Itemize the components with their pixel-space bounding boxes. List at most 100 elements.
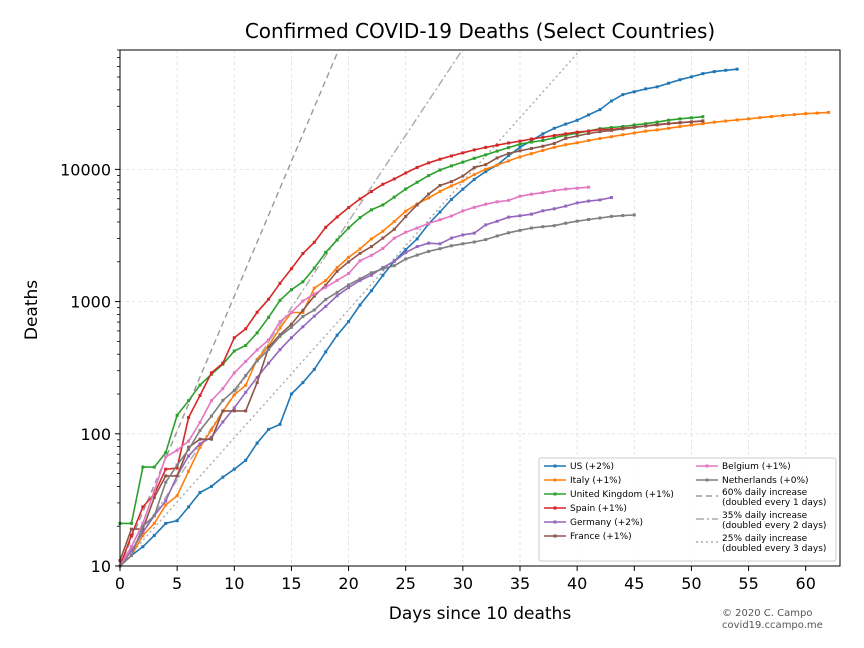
data-point (278, 422, 282, 426)
data-point (347, 226, 351, 230)
data-point (244, 409, 248, 413)
data-point (347, 255, 351, 259)
legend-label: (doubled every 3 days) (722, 544, 826, 554)
data-point (507, 154, 511, 158)
data-point (781, 114, 785, 118)
data-point (541, 209, 545, 213)
data-point (152, 489, 156, 493)
data-point (324, 350, 328, 354)
data-point (278, 326, 282, 330)
data-point (404, 187, 408, 191)
data-point (644, 122, 648, 126)
x-tick-label: 50 (681, 574, 701, 593)
data-point (289, 310, 293, 314)
data-point (267, 361, 271, 365)
data-point (312, 292, 316, 296)
data-point (495, 156, 499, 160)
data-point (255, 348, 259, 352)
x-tick-label: 15 (281, 574, 301, 593)
data-point (198, 428, 202, 432)
data-point (564, 221, 568, 225)
legend-label: Germany (+2%) (570, 518, 643, 528)
data-point (449, 236, 453, 240)
data-point (392, 227, 396, 231)
data-point (495, 200, 499, 204)
data-point (141, 524, 145, 528)
data-point (472, 173, 476, 177)
data-point (198, 420, 202, 424)
data-point (175, 519, 179, 523)
data-point (575, 141, 579, 145)
data-point (415, 253, 419, 257)
data-point (152, 492, 156, 496)
data-point (678, 117, 682, 121)
data-point (335, 238, 339, 242)
data-point (369, 245, 373, 249)
data-point (689, 116, 693, 120)
data-point (438, 183, 442, 187)
data-point (255, 357, 259, 361)
data-point (621, 127, 625, 131)
data-point (175, 448, 179, 452)
chart-legend: US (+2%) Italy (+1%) United Kingdom (+1%) S… (538, 457, 837, 562)
data-point (175, 474, 179, 478)
data-point (164, 521, 168, 525)
data-point (552, 126, 556, 130)
data-point (449, 197, 453, 201)
data-point (484, 145, 488, 149)
data-point (392, 264, 396, 268)
data-point (187, 445, 191, 449)
data-point (335, 290, 339, 294)
data-point (152, 514, 156, 518)
data-point (564, 187, 568, 191)
data-point (141, 527, 145, 531)
y-axis-ticks: 10 100 1000 10000 (60, 49, 120, 576)
data-point (621, 125, 625, 129)
data-point (221, 475, 225, 479)
data-point (267, 427, 271, 431)
data-point (392, 220, 396, 224)
data-point (198, 442, 202, 446)
data-point (152, 465, 156, 469)
data-point (301, 381, 305, 385)
series-line (119, 120, 703, 567)
data-point (209, 371, 213, 375)
chart-title: Confirmed COVID-19 Deaths (Select Countr… (245, 19, 715, 43)
series-line (119, 196, 612, 567)
data-point (404, 209, 408, 213)
data-point (427, 221, 431, 225)
legend-marker (705, 464, 709, 468)
data-point (164, 499, 168, 503)
data-point (312, 314, 316, 318)
data-point (358, 247, 362, 251)
legend-label: Netherlands (+0%) (722, 476, 809, 486)
data-point (267, 345, 271, 349)
data-point (449, 244, 453, 248)
data-point (518, 145, 522, 149)
data-point (518, 194, 522, 198)
data-point (278, 320, 282, 324)
reference-line (119, 49, 581, 567)
data-point (552, 136, 556, 140)
data-point (232, 388, 236, 392)
data-point (689, 120, 693, 124)
data-point (129, 527, 133, 531)
data-point (792, 113, 796, 117)
data-point (575, 118, 579, 122)
data-point (529, 226, 533, 230)
data-point (415, 237, 419, 241)
data-point (141, 545, 145, 549)
data-point (198, 445, 202, 449)
legend-label: Spain (+1%) (570, 504, 627, 514)
data-point (381, 267, 385, 271)
data-point (335, 278, 339, 282)
data-point (427, 241, 431, 245)
data-point (164, 455, 168, 459)
data-point (621, 214, 625, 218)
data-point (427, 161, 431, 165)
data-point (209, 437, 213, 441)
data-point (449, 184, 453, 188)
data-point (804, 112, 808, 116)
data-point (324, 285, 328, 289)
series-line (119, 186, 589, 567)
